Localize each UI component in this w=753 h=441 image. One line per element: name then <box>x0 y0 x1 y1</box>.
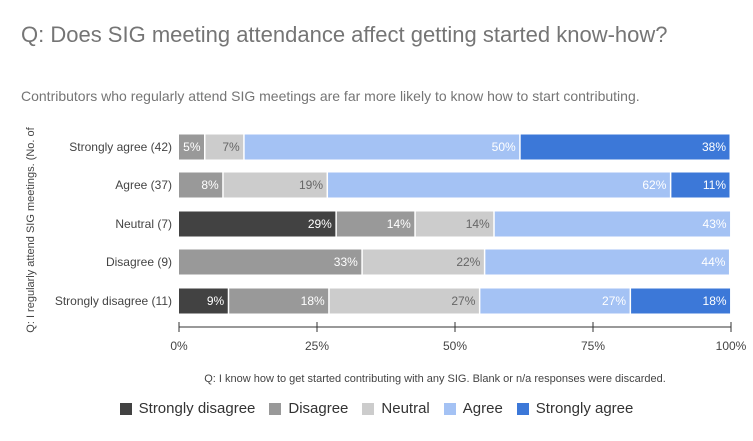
x-tick-label: 100% <box>716 339 747 353</box>
chart-subtitle: Contributors who regularly attend SIG me… <box>21 88 640 104</box>
data-label: 29% <box>308 217 332 231</box>
data-label: 14% <box>387 217 411 231</box>
bar-segment <box>494 211 731 237</box>
category-label: Disagree (9) <box>106 255 172 269</box>
legend-item[interactable]: Agree <box>443 400 503 417</box>
legend-item[interactable]: Strongly agree <box>516 400 634 417</box>
data-label: 7% <box>222 140 240 154</box>
bar-segment <box>480 288 630 314</box>
data-label: 19% <box>299 178 323 192</box>
bar-segment <box>179 249 362 275</box>
legend-label: Strongly disagree <box>138 400 256 417</box>
data-label: 27% <box>451 294 475 308</box>
data-label: 11% <box>703 178 726 192</box>
legend: Strongly disagree Disagree Neutral Agree Str… <box>0 400 753 417</box>
data-label: 8% <box>201 178 219 192</box>
legend-item[interactable]: Disagree <box>269 400 348 417</box>
x-tick-label: 0% <box>170 339 188 353</box>
data-label: 22% <box>456 255 480 269</box>
legend-swatch <box>269 402 282 415</box>
chart-title: Q: Does SIG meeting attendance affect ge… <box>21 22 668 47</box>
data-label: 50% <box>492 140 516 154</box>
category-label: Strongly agree (42) <box>69 140 172 154</box>
x-axis-title: Q: I know how to get started contributin… <box>204 373 666 385</box>
bar-segment <box>520 134 730 160</box>
bar-segment <box>485 249 729 275</box>
bar-segment <box>229 288 329 314</box>
data-label: 27% <box>602 294 626 308</box>
data-label: 33% <box>334 255 358 269</box>
legend-label: Agree <box>462 400 503 417</box>
data-label: 62% <box>642 178 666 192</box>
data-label: 44% <box>701 255 725 269</box>
bar-segment <box>179 134 204 160</box>
legend-swatch <box>119 402 132 415</box>
bar-segment <box>336 211 415 237</box>
bar-segment <box>631 288 731 314</box>
bar-segment <box>671 172 730 198</box>
bar-segment <box>205 134 244 160</box>
bar-segment <box>179 288 228 314</box>
data-label: 38% <box>702 140 726 154</box>
data-label: 18% <box>301 294 325 308</box>
category-label: Neutral (7) <box>115 217 172 231</box>
x-tick-label: 75% <box>581 339 605 353</box>
category-label: Strongly disagree (11) <box>55 294 172 308</box>
legend-item[interactable]: Neutral <box>362 400 430 417</box>
data-label: 18% <box>703 294 727 308</box>
legend-swatch <box>362 402 375 415</box>
bar-segment <box>179 211 336 237</box>
data-label: 9% <box>207 294 225 308</box>
legend-label: Disagree <box>288 400 349 417</box>
bar-segment <box>329 288 479 314</box>
legend-label: Strongly agree <box>535 400 634 417</box>
bar-segment <box>223 172 327 198</box>
legend-item[interactable]: Strongly disagree <box>119 400 256 417</box>
bar-segment <box>179 172 223 198</box>
bar-segment <box>415 211 494 237</box>
data-label: 5% <box>183 140 201 154</box>
bar-segment <box>328 172 670 198</box>
legend-swatch <box>516 402 529 415</box>
data-label: 43% <box>703 217 727 231</box>
category-label: Agree (37) <box>115 178 172 192</box>
bar-segment <box>244 134 520 160</box>
bar-segment <box>362 249 484 275</box>
x-tick-label: 50% <box>443 339 467 353</box>
data-label: 14% <box>466 217 490 231</box>
legend-label: Neutral <box>381 400 430 417</box>
x-tick-label: 25% <box>305 339 329 353</box>
y-axis-title: Q: I regularly attend SIG meetings. (No.… <box>25 126 37 332</box>
legend-swatch <box>443 402 456 415</box>
